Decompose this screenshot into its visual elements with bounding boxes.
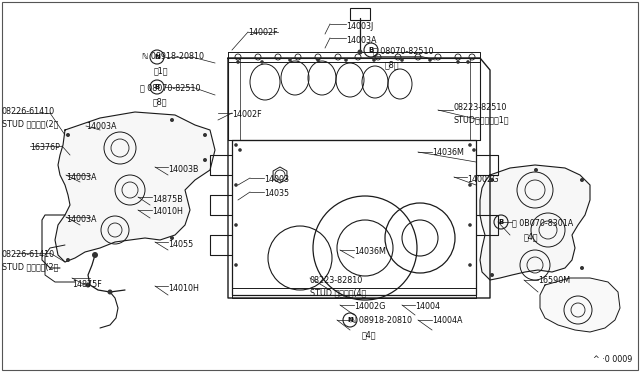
Text: N: N [347,317,353,323]
Circle shape [372,58,376,62]
Polygon shape [540,278,620,332]
Text: ^ ·0 0009: ^ ·0 0009 [593,355,632,364]
Text: 14002G: 14002G [354,302,385,311]
Text: ℕ 08918-20810: ℕ 08918-20810 [142,52,204,61]
Bar [232,288,476,298]
Text: 14036M: 14036M [354,247,386,256]
Circle shape [456,60,460,64]
Polygon shape [55,112,215,262]
Circle shape [170,118,174,122]
Text: 14003A: 14003A [66,215,97,224]
Circle shape [86,282,90,288]
Text: （4）: （4） [362,330,376,339]
Circle shape [238,148,242,152]
Text: 14002F: 14002F [248,28,278,37]
Circle shape [234,143,238,147]
Circle shape [288,58,292,62]
Circle shape [203,158,207,162]
Circle shape [490,273,494,277]
Circle shape [534,168,538,172]
Text: 14003A: 14003A [346,36,376,45]
Text: 14875B: 14875B [152,195,183,204]
Circle shape [400,58,404,62]
Circle shape [344,58,348,62]
Text: 14003A: 14003A [86,122,116,131]
Text: Ⓑ 08070-82510: Ⓑ 08070-82510 [140,83,200,92]
Text: STUDスタッド（1）: STUDスタッド（1） [454,115,509,124]
Circle shape [234,223,238,227]
Text: B: B [154,84,159,90]
Bar [350,8,370,20]
Circle shape [108,289,113,295]
Text: 14003J: 14003J [346,22,373,31]
Circle shape [170,236,174,240]
Text: 14003A: 14003A [66,173,97,182]
Circle shape [66,133,70,137]
Text: 14003B: 14003B [168,165,198,174]
Text: 14055: 14055 [168,240,193,249]
Text: Ⓑ 0B070-8301A: Ⓑ 0B070-8301A [512,218,573,227]
Circle shape [92,252,98,258]
Circle shape [260,60,264,64]
Text: ＜8＞: ＜8＞ [385,60,399,69]
Text: 08226-61410: 08226-61410 [2,107,55,116]
Circle shape [203,133,207,137]
Text: 14004A: 14004A [432,316,463,325]
Circle shape [468,263,472,267]
Text: 14035: 14035 [264,189,289,198]
Text: STUD スタッド(4）: STUD スタッド(4） [310,288,366,297]
Text: B: B [369,47,374,53]
Circle shape [468,143,472,147]
Text: 14004: 14004 [415,302,440,311]
Text: STUD スタッド(2）: STUD スタッド(2） [2,119,58,128]
Circle shape [466,60,470,64]
Text: 16590M: 16590M [538,276,570,285]
Text: 14036M: 14036M [432,148,464,157]
Text: 14003: 14003 [264,175,289,184]
Circle shape [66,258,70,262]
Circle shape [234,183,238,187]
Circle shape [428,58,432,62]
Text: 08223-82510: 08223-82510 [454,103,508,112]
Circle shape [316,58,320,62]
Circle shape [358,49,362,55]
Circle shape [490,178,494,182]
Circle shape [468,223,472,227]
Text: 08226-61410: 08226-61410 [2,250,55,259]
Text: 14010H: 14010H [168,284,199,293]
Text: 14002G: 14002G [467,175,499,184]
Polygon shape [480,165,590,280]
Text: ℕ 08918-20810: ℕ 08918-20810 [350,316,412,325]
Text: （4）: （4） [524,232,538,241]
Text: 14002F: 14002F [232,110,262,119]
Text: （8）: （8） [153,97,168,106]
Circle shape [580,266,584,270]
Circle shape [580,178,584,182]
Text: B: B [499,219,504,225]
Circle shape [468,183,472,187]
Text: 08223-82810: 08223-82810 [310,276,364,285]
Text: 16376P: 16376P [30,143,60,152]
Text: STUD スタッド(2）: STUD スタッド(2） [2,262,58,271]
Circle shape [234,263,238,267]
Text: Ⓑ 08070-82510: Ⓑ 08070-82510 [373,46,433,55]
Circle shape [472,148,476,152]
Text: 14010H: 14010H [152,207,183,216]
Text: N: N [154,54,160,60]
Text: （1）: （1） [154,66,168,75]
Circle shape [236,60,240,64]
Text: 14875F: 14875F [72,280,102,289]
